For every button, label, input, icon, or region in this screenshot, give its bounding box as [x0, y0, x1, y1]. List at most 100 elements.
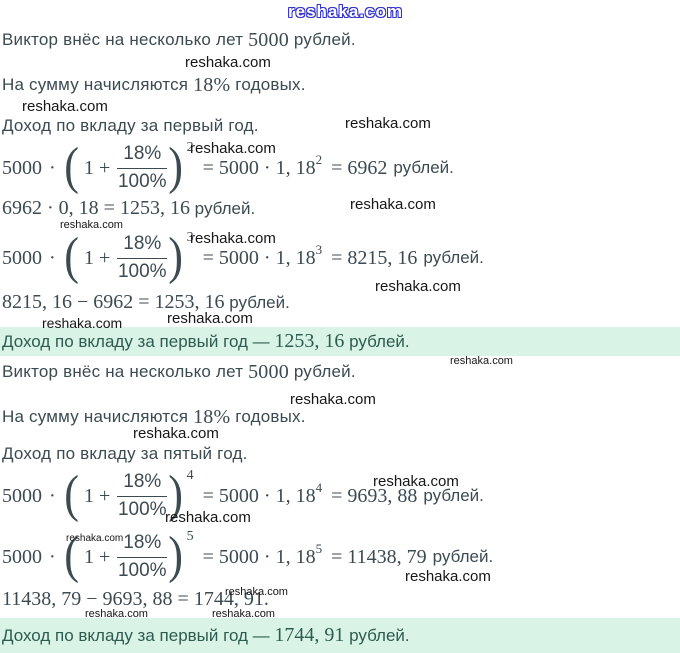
watermark: reshaka.com	[22, 98, 108, 115]
exponent-inline: 5	[315, 541, 323, 556]
formula-result: = 11438, 79	[331, 545, 427, 568]
statement-text: годовых.	[230, 407, 306, 426]
deposit-amount: 5000	[248, 361, 289, 383]
currency-label: рублей.	[189, 199, 256, 218]
watermark: reshaka.com	[85, 608, 148, 620]
statement-text: годовых.	[230, 75, 306, 94]
close-paren: )	[168, 227, 184, 285]
watermark: reshaka.com	[288, 2, 403, 21]
interest-rate: 18%	[193, 74, 231, 96]
equation-math: 8215, 16 − 6962 = 1253, 16	[2, 291, 225, 313]
equation-income-year1: 6962 · 0, 18 = 1253, 16 рублей.	[2, 197, 255, 220]
answer-value: 1253, 16	[274, 330, 345, 352]
close-paren: )	[168, 137, 184, 195]
currency-label: рублей.	[344, 625, 410, 645]
question-2: Доход по вкладу за пятый год.	[2, 444, 248, 463]
watermark: reshaka.com	[373, 473, 459, 490]
equation-math: 11438, 79 − 9693, 88 = 1744, 91.	[2, 588, 269, 610]
problem-statement-2: Виктор внёс на несколько лет 5000 рублей…	[2, 361, 356, 384]
formula-base: 5000	[2, 484, 42, 507]
fraction-denominator: 100%	[117, 498, 167, 520]
fraction: 18% 100%	[117, 470, 168, 522]
formula-year-3: 5000 · ( 1 + 18% 100% ) 3 = 5000 · 1, 18…	[2, 229, 484, 287]
formula-middle: = 5000 · 1, 18	[202, 156, 316, 179]
problem-statement-1: Виктор внёс на несколько лет 5000 рублей…	[2, 29, 356, 52]
watermark: reshaka.com	[290, 391, 376, 408]
interest-rate: 18%	[193, 406, 231, 428]
watermark: reshaka.com	[167, 310, 253, 327]
statement-text: На сумму начисляются	[2, 75, 194, 94]
one-plus: 1 +	[84, 545, 111, 568]
formula-base: 5000	[2, 246, 42, 269]
watermark: reshaka.com	[190, 230, 276, 247]
fraction-numerator: 18%	[117, 232, 168, 259]
watermark: reshaka.com	[212, 608, 275, 620]
watermark: reshaka.com	[225, 586, 288, 598]
close-paren: )	[168, 526, 184, 584]
fraction-denominator: 100%	[117, 559, 167, 581]
formula-result: = 8215, 16	[331, 246, 418, 269]
watermark: reshaka.com	[190, 140, 276, 157]
watermark: reshaka.com	[165, 509, 251, 526]
deposit-amount: 5000	[248, 29, 289, 51]
answer-highlight-2: Доход по вкладу за первый год — 1744, 91…	[0, 618, 680, 653]
currency-label: рублей.	[344, 331, 410, 351]
rate-statement-1: На сумму начисляются 18% годовых.	[2, 74, 306, 97]
multiply-dot: ·	[49, 545, 56, 568]
open-paren: (	[63, 227, 79, 285]
fraction: 18% 100%	[117, 142, 168, 194]
formula-base: 5000	[2, 156, 42, 179]
currency-label: рублей.	[432, 547, 494, 566]
formula-middle: = 5000 · 1, 18	[202, 246, 316, 269]
watermark: reshaka.com	[345, 115, 431, 132]
exponent: 3	[186, 230, 194, 245]
answer-highlight-1: Доход по вкладу за первый год — 1253, 16…	[0, 327, 680, 356]
exponent: 5	[186, 529, 194, 544]
one-plus: 1 +	[84, 484, 111, 507]
fraction: 18% 100%	[117, 232, 168, 284]
exponent-inline: 2	[315, 152, 323, 167]
statement-text: Виктор внёс на несколько лет	[2, 30, 249, 49]
formula-middle: = 5000 · 1, 18	[202, 545, 316, 568]
formula-result: = 6962	[331, 156, 388, 179]
currency-label: рублей.	[224, 293, 290, 312]
watermark: reshaka.com	[375, 278, 461, 295]
watermark: reshaka.com	[185, 54, 271, 71]
one-plus: 1 +	[84, 246, 111, 269]
fraction-numerator: 18%	[117, 142, 168, 169]
answer-value: 1744, 91	[274, 624, 345, 646]
question-1: Доход по вкладу за первый год.	[2, 116, 259, 135]
fraction-numerator: 18%	[117, 531, 168, 558]
watermark: reshaka.com	[66, 533, 124, 544]
watermark: reshaka.com	[350, 196, 436, 213]
watermark: reshaka.com	[60, 219, 123, 231]
rate-statement-2: На сумму начисляются 18% годовых.	[2, 406, 306, 429]
equation-math: 6962 · 0, 18 = 1253, 16	[2, 197, 190, 219]
statement-text: На сумму начисляются	[2, 407, 194, 426]
equation-difference-1: 8215, 16 − 6962 = 1253, 16 рублей.	[2, 291, 290, 314]
currency-label: рублей.	[423, 486, 484, 505]
fraction-denominator: 100%	[117, 260, 167, 282]
exponent: 4	[186, 468, 194, 483]
open-paren: (	[63, 137, 79, 195]
one-plus: 1 +	[84, 156, 111, 179]
watermark: reshaka.com	[133, 425, 219, 442]
answer-label: Доход по вкладу за первый год —	[2, 625, 275, 645]
watermark: reshaka.com	[450, 355, 513, 367]
multiply-dot: ·	[49, 246, 56, 269]
statement-text: рублей.	[288, 362, 356, 381]
equation-difference-2: 11438, 79 − 9693, 88 = 1744, 91.	[2, 588, 269, 611]
exponent: 2	[186, 140, 194, 155]
close-paren: )	[168, 465, 184, 523]
formula-base: 5000	[2, 545, 42, 568]
currency-label: рублей.	[423, 248, 484, 267]
watermark: reshaka.com	[405, 568, 491, 585]
exponent-inline: 3	[315, 242, 323, 257]
formula-result: = 9693, 88	[331, 484, 418, 507]
formula-middle: = 5000 · 1, 18	[202, 484, 316, 507]
statement-text: рублей.	[288, 30, 356, 49]
open-paren: (	[63, 526, 79, 584]
currency-label: рублей.	[393, 158, 454, 177]
watermark: reshaka.com	[42, 315, 123, 331]
